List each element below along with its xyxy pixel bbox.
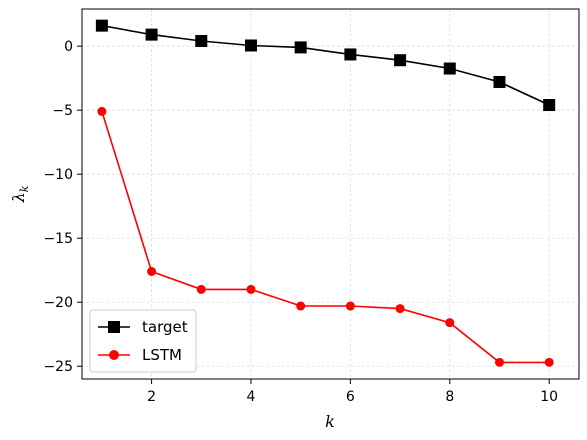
- series-line-target: [101, 24, 550, 106]
- data-point-lstm: [296, 301, 306, 311]
- data-point-target: [443, 62, 456, 75]
- data-point-target: [294, 41, 307, 54]
- legend-marker-target: [108, 321, 120, 333]
- plot-frame: [81, 8, 580, 380]
- data-point-lstm: [544, 357, 554, 367]
- data-point-lstm: [345, 301, 355, 311]
- y-tick-label: −20: [43, 295, 73, 311]
- data-point-target: [95, 19, 108, 32]
- y-axis-label-main: λ: [9, 192, 28, 203]
- data-point-lstm: [196, 284, 206, 294]
- series-line-lstm: [101, 111, 550, 364]
- legend: target LSTM: [89, 309, 197, 373]
- x-tick-label: 8: [445, 389, 454, 405]
- y-tick-label: −10: [43, 167, 73, 183]
- data-point-target: [493, 75, 506, 88]
- x-tick-label: 4: [247, 389, 256, 405]
- data-point-lstm: [97, 106, 107, 116]
- x-axis-label: k: [325, 412, 335, 431]
- x-tick-label: 2: [147, 389, 156, 405]
- data-point-lstm: [147, 266, 157, 276]
- x-tick-label: 6: [346, 389, 355, 405]
- data-point-target: [543, 99, 556, 112]
- legend-marker-lstm: [109, 350, 119, 360]
- y-axis-label: λk: [9, 185, 31, 203]
- data-point-lstm: [445, 318, 455, 328]
- data-point-lstm: [246, 284, 256, 294]
- axis-ticks: 2 4 6 8 10 0 −5 −10 −15 −20 −25: [43, 39, 558, 405]
- data-point-lstm: [395, 304, 405, 314]
- data-point-target: [394, 54, 407, 67]
- legend-label-target: target: [142, 318, 188, 336]
- data-point-target: [195, 35, 208, 48]
- y-tick-label: 0: [64, 39, 73, 55]
- data-point-lstm: [494, 357, 504, 367]
- y-axis-label-subscript: k: [18, 185, 31, 192]
- y-tick-label: −25: [43, 359, 73, 375]
- data-point-target: [344, 48, 357, 61]
- data-point-target: [145, 28, 158, 41]
- y-tick-label: −5: [52, 103, 73, 119]
- y-tick-label: −15: [43, 231, 73, 247]
- data-point-target: [244, 39, 257, 52]
- legend-label-lstm: LSTM: [142, 346, 182, 364]
- plot-series: [95, 19, 556, 367]
- x-tick-label: 10: [540, 389, 558, 405]
